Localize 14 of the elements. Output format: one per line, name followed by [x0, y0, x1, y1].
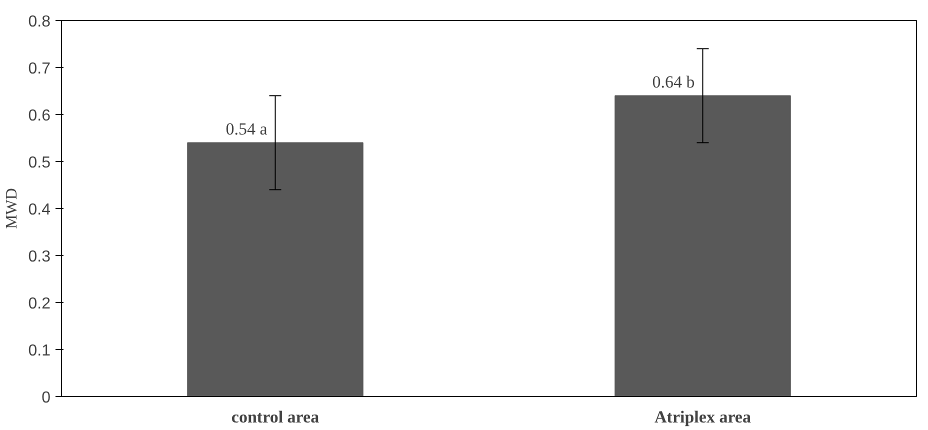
y-tick-label: 0.2 — [28, 296, 51, 312]
y-tick-label: 0.8 — [28, 14, 51, 30]
x-tick-label: control area — [231, 408, 320, 426]
y-tick-label: 0.5 — [28, 154, 51, 172]
y-tick-label: 0.3 — [28, 248, 51, 266]
data-label: 0.54 a — [226, 120, 268, 139]
y-tick-label: 0.1 — [28, 342, 51, 360]
y-tick-label: 0.4 — [28, 202, 51, 218]
data-label: 0.64 b — [652, 72, 695, 92]
y-tick-label: 0.7 — [28, 60, 51, 78]
y-tick-label: 0 — [42, 390, 51, 406]
y-tick-label: 0.6 — [28, 108, 51, 124]
x-tick-label: Atriplex area — [654, 408, 752, 426]
y-axis-title: MWD — [3, 188, 20, 229]
